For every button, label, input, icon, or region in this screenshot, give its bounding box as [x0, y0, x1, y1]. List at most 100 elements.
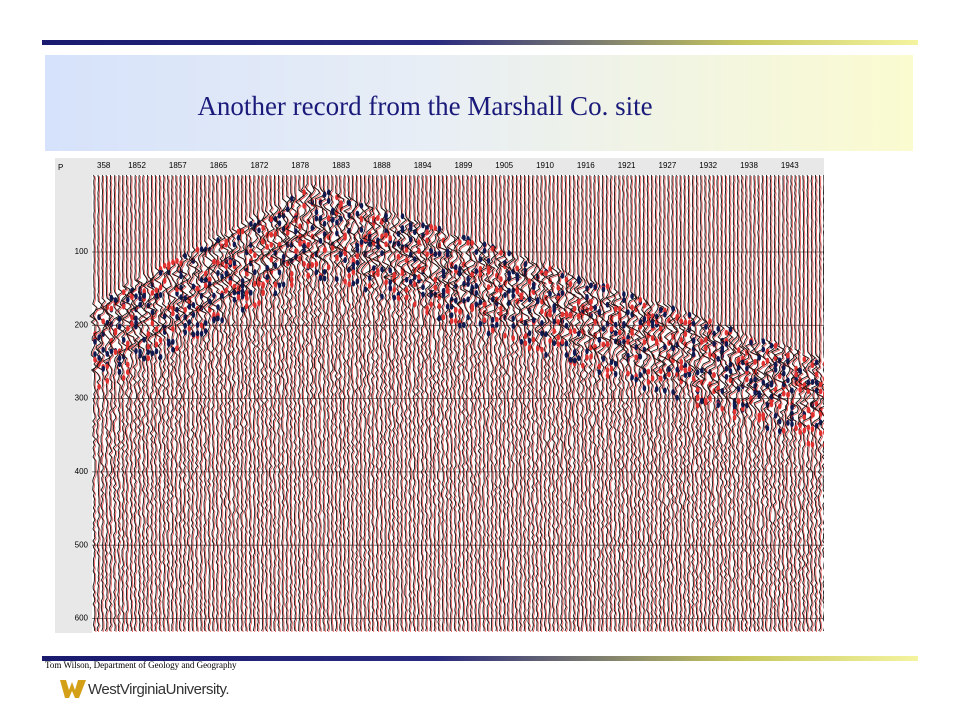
trace-peak — [392, 271, 397, 278]
trace-peak — [474, 268, 479, 275]
trace-peak — [806, 440, 811, 447]
trace — [756, 174, 769, 632]
trace — [498, 174, 509, 632]
trace-peak — [495, 316, 499, 323]
trace-peak — [630, 311, 634, 318]
trace — [256, 174, 268, 632]
trace-red — [127, 175, 138, 633]
trace — [584, 174, 596, 632]
trace — [327, 174, 338, 632]
trace-peak — [728, 368, 733, 375]
trace — [453, 174, 462, 632]
trace-peak — [212, 258, 216, 265]
footer-credit: Tom Wilson, Department of Geology and Ge… — [45, 660, 237, 670]
trace-peak — [823, 361, 824, 367]
trace-label: 1921 — [618, 161, 636, 170]
trace-peak — [626, 370, 630, 377]
trace-peak — [150, 309, 155, 316]
trace-peak — [277, 269, 282, 276]
trace — [309, 174, 322, 632]
trace — [400, 174, 411, 632]
trace-peak — [322, 247, 327, 254]
trace-peak — [232, 260, 237, 267]
trace-peak — [437, 250, 442, 257]
trace-red — [119, 175, 129, 633]
trace-red — [549, 175, 561, 633]
trace-peak — [261, 238, 265, 245]
trace-peak — [577, 313, 581, 320]
trace-peak — [109, 348, 114, 355]
trace — [383, 174, 394, 632]
trace-peak — [642, 385, 647, 392]
trace-peak — [404, 276, 409, 283]
trace-peak — [495, 286, 499, 293]
trace-peak — [650, 322, 655, 329]
trace-peak — [331, 207, 335, 214]
trace-peak — [105, 363, 110, 370]
trace-peak — [523, 261, 528, 268]
trace-peak — [790, 421, 794, 428]
trace-peak — [462, 234, 466, 241]
trace-peak — [154, 341, 159, 348]
trace-peak — [134, 348, 138, 355]
trace — [408, 174, 420, 632]
trace-red — [609, 175, 622, 633]
trace-red — [389, 175, 399, 633]
trace-peak — [626, 334, 630, 341]
trace-peak — [736, 346, 741, 353]
trace — [211, 174, 223, 632]
trace-peak — [486, 257, 491, 264]
trace-peak — [548, 290, 552, 297]
trace — [274, 175, 283, 631]
trace-peak — [736, 385, 741, 392]
trace-peak — [294, 253, 298, 260]
trace — [818, 175, 824, 632]
trace-red — [566, 175, 577, 633]
trace-peak — [109, 294, 114, 301]
trace — [179, 174, 189, 632]
trace-peak — [347, 266, 352, 273]
trace — [457, 174, 468, 632]
trace-peak — [261, 224, 265, 231]
trace — [519, 174, 530, 632]
trace-peak — [113, 297, 118, 304]
trace-peak — [199, 322, 204, 329]
trace-peak — [105, 350, 110, 357]
trace-peak — [384, 279, 388, 286]
trace — [379, 174, 391, 632]
trace-peak — [782, 390, 786, 397]
trace-peak — [417, 239, 421, 246]
trace — [670, 174, 680, 632]
trace-peak — [126, 325, 130, 332]
trace-peak — [597, 363, 602, 370]
trace-peak — [126, 340, 130, 347]
trace-red — [266, 175, 277, 633]
trace-peak — [158, 337, 163, 344]
trace — [608, 174, 621, 632]
trace-peak — [314, 209, 319, 216]
trace-peak — [794, 425, 798, 432]
trace-red — [181, 175, 190, 633]
trace-peak — [634, 376, 638, 383]
trace-peak — [142, 292, 146, 299]
trace-peak — [355, 210, 360, 217]
trace-red — [614, 175, 626, 633]
trace-peak — [773, 366, 778, 373]
trace-peak — [429, 248, 434, 255]
trace-peak — [802, 414, 807, 421]
trace-peak — [773, 361, 778, 368]
trace-peak — [372, 265, 376, 272]
trace-peak — [109, 337, 114, 344]
trace-peak — [536, 296, 540, 303]
trace — [114, 175, 124, 632]
trace — [794, 174, 804, 632]
trace-red — [130, 175, 142, 633]
trace-peak — [117, 315, 122, 322]
trace-peak — [269, 241, 274, 248]
trace — [622, 174, 633, 632]
trace-peak — [486, 330, 491, 337]
trace — [392, 174, 403, 632]
trace-peak — [101, 330, 105, 337]
trace-peak — [154, 326, 159, 333]
trace-peak — [253, 269, 257, 276]
